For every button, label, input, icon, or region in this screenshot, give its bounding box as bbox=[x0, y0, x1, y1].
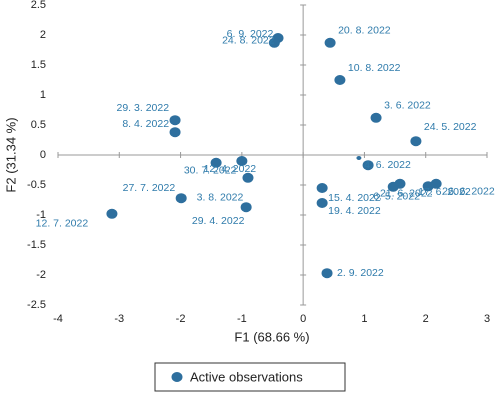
point-label: 24. 5. 2022 bbox=[424, 121, 477, 133]
y-tick-label: 1.5 bbox=[31, 59, 46, 71]
point bbox=[356, 156, 362, 160]
legend-marker bbox=[171, 372, 183, 382]
x-tick-label: 2 bbox=[423, 313, 429, 325]
point bbox=[268, 37, 280, 48]
point bbox=[430, 178, 442, 189]
point-label: 6. 5. 2022 bbox=[373, 191, 420, 203]
y-tick-label: 1 bbox=[40, 89, 46, 101]
point-label: 27. 7. 2022 bbox=[123, 182, 176, 194]
y-tick-label: -0.5 bbox=[27, 179, 46, 191]
point-label: 12. 4. 2022 bbox=[204, 163, 257, 175]
point bbox=[106, 208, 118, 219]
x-tick-label: 3 bbox=[484, 313, 490, 325]
y-tick-label: -1.5 bbox=[27, 239, 46, 251]
point-label: 26. 6. 2022 bbox=[442, 186, 495, 198]
point bbox=[324, 37, 336, 48]
point-label: 30. 7. 2022 bbox=[184, 165, 237, 177]
point bbox=[236, 156, 248, 166]
point-label: 24. 8. 2022 bbox=[222, 35, 275, 47]
point bbox=[410, 136, 422, 147]
point-label: 8. 4. 2022 bbox=[122, 118, 169, 130]
point-label: 19. 4. 2022 bbox=[328, 205, 381, 217]
point bbox=[169, 115, 181, 126]
point-label: 17. 6. 2022 bbox=[418, 186, 471, 198]
point-label: 3. 8. 2022 bbox=[197, 192, 244, 204]
point-label: 10. 8. 2022 bbox=[348, 62, 401, 74]
x-tick-label: -3 bbox=[114, 313, 124, 325]
point bbox=[240, 202, 252, 213]
point-label: 2. 9. 2022 bbox=[337, 267, 384, 279]
x-tick-label: -4 bbox=[53, 313, 63, 325]
x-tick-label: -2 bbox=[176, 313, 186, 325]
y-axis-title: F2 (31.34 %) bbox=[3, 117, 18, 192]
point-label: 29. 3. 2022 bbox=[117, 102, 170, 114]
legend-label: Active observations bbox=[190, 369, 303, 384]
point-label: 15. 4. 2022 bbox=[328, 192, 381, 204]
x-tick-label: 0 bbox=[300, 313, 306, 325]
point bbox=[362, 160, 374, 171]
point bbox=[370, 112, 382, 123]
y-tick-label: 2.5 bbox=[31, 0, 46, 11]
point-label: 6. 9. 2022 bbox=[227, 28, 274, 40]
y-tick-label: 2 bbox=[40, 29, 46, 41]
point bbox=[387, 181, 399, 192]
legend-box bbox=[154, 362, 346, 392]
point bbox=[316, 198, 328, 208]
point-label: 12. 7. 2022 bbox=[36, 218, 89, 230]
point bbox=[242, 172, 254, 183]
point-label: 29. 4. 2022 bbox=[192, 215, 245, 227]
y-tick-label: 0.5 bbox=[31, 119, 46, 131]
point-label: 4. 6. 2022 bbox=[364, 159, 411, 171]
point bbox=[175, 193, 187, 204]
x-axis-title: F1 (68.66 %) bbox=[234, 329, 309, 344]
y-tick-label: 0 bbox=[40, 149, 46, 161]
point-label: 3. 6. 2022 bbox=[384, 100, 431, 112]
x-tick-label: -1 bbox=[237, 313, 247, 325]
x-tick-label: 1 bbox=[361, 313, 367, 325]
y-tick-label: -2.5 bbox=[27, 299, 46, 311]
point bbox=[334, 75, 346, 85]
y-tick-label: -1 bbox=[36, 209, 46, 221]
point bbox=[169, 127, 181, 138]
point bbox=[316, 183, 328, 193]
point bbox=[321, 268, 333, 279]
point bbox=[210, 157, 222, 168]
point-label: 20. 8. 2022 bbox=[338, 25, 391, 37]
y-tick-label: -2 bbox=[36, 269, 46, 281]
